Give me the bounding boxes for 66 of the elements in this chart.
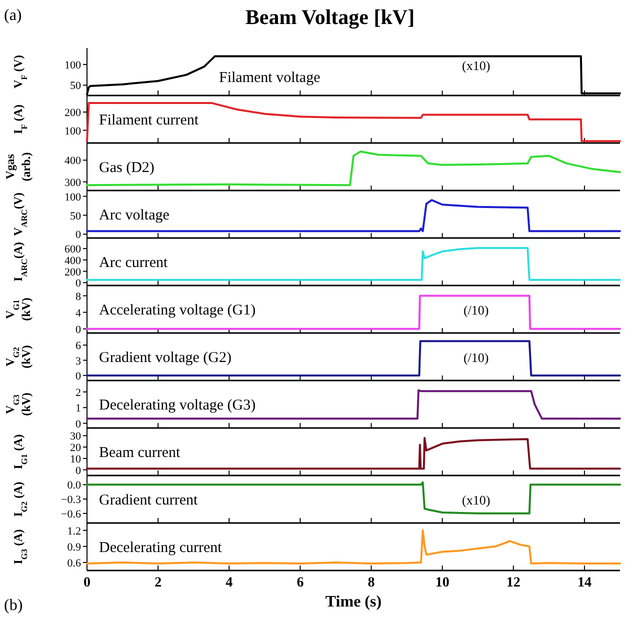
y-tick-label: 100 — [64, 191, 82, 204]
annotation: (/10) — [463, 350, 489, 365]
y-tick-label: 10 — [70, 453, 82, 466]
line-series — [86, 529, 621, 565]
y-tick-label: 0 — [76, 464, 82, 477]
x-tick-label: 4 — [226, 576, 233, 590]
series-label: Arc current — [99, 254, 169, 271]
line-series — [86, 150, 621, 186]
y-tick-label: 1 — [76, 402, 81, 415]
y-tick-label: 400 — [64, 254, 82, 267]
series-label: Filament current — [99, 112, 200, 128]
y-tick-label: 20 — [70, 442, 82, 454]
y-tick-label: 0 — [76, 324, 82, 336]
line-series — [86, 389, 621, 420]
text: (a) — [4, 7, 22, 24]
series-label: Gradient voltage (G2) — [99, 350, 232, 366]
x-tick-label: 14 — [577, 576, 592, 590]
y-axis-title: Vgas (arb.) — [3, 152, 33, 182]
y-tick-label: −0.3 — [61, 494, 82, 506]
annotation: (/10) — [463, 302, 489, 318]
x-tick-label: 8 — [368, 576, 375, 590]
y-tick-label: 30 — [70, 430, 82, 443]
y-tick-label: 1.2 — [67, 525, 81, 538]
line-series — [86, 246, 621, 281]
series-label: Gas (D2) — [99, 160, 154, 176]
y-tick-label: 100 — [64, 59, 82, 72]
y-tick-label: 300 — [64, 176, 82, 189]
series-label: Decelerating voltage (G3) — [99, 397, 256, 414]
line-series — [86, 481, 621, 514]
x-axis-title: Time (s) — [325, 594, 382, 610]
text: (b) — [4, 597, 23, 614]
chart-title: Beam Voltage [kV] — [245, 5, 415, 29]
y-tick-label: 0 — [76, 278, 82, 290]
x-tick-label: 6 — [296, 576, 304, 590]
y-tick-label: 0 — [76, 418, 82, 430]
y-tick-label: 0.0 — [67, 480, 82, 492]
y-tick-label: 0 — [76, 370, 82, 382]
y-tick-label: 6 — [76, 340, 82, 352]
annotation: (x10) — [462, 492, 490, 508]
y-tick-label: 50 — [70, 80, 82, 92]
series-label: Arc voltage — [99, 207, 170, 224]
y-tick-label: 0.9 — [67, 541, 82, 554]
series-label: Decelerating current — [99, 540, 223, 556]
y-tick-label: 200 — [64, 266, 82, 278]
line-series — [86, 436, 621, 470]
y-tick-label: −0.6 — [61, 508, 82, 520]
x-tick-label: 12 — [506, 576, 520, 590]
y-tick-label: 4 — [76, 307, 82, 320]
y-tick-label: 8 — [76, 290, 82, 303]
y-tick-label: 3 — [76, 355, 82, 368]
line-series — [86, 199, 621, 232]
series-label: Accelerating voltage (G1) — [99, 302, 256, 318]
series-label: Gradient current — [99, 492, 199, 508]
y-tick-label: 0 — [76, 229, 82, 242]
y-tick-label: 50 — [70, 210, 82, 222]
series-label: Filament voltage — [219, 70, 321, 86]
series-label: Beam current — [99, 444, 182, 461]
annotation: (x10) — [462, 58, 490, 73]
y-tick-label: 0.6 — [67, 557, 82, 570]
x-tick-label: 2 — [154, 576, 162, 590]
y-tick-label: 100 — [64, 125, 82, 138]
y-tick-label: 2 — [76, 386, 81, 399]
y-tick-label: 600 — [64, 244, 82, 256]
y-tick-label: 400 — [64, 155, 82, 168]
x-tick-label: 10 — [435, 576, 450, 590]
y-tick-label: 200 — [64, 107, 82, 120]
